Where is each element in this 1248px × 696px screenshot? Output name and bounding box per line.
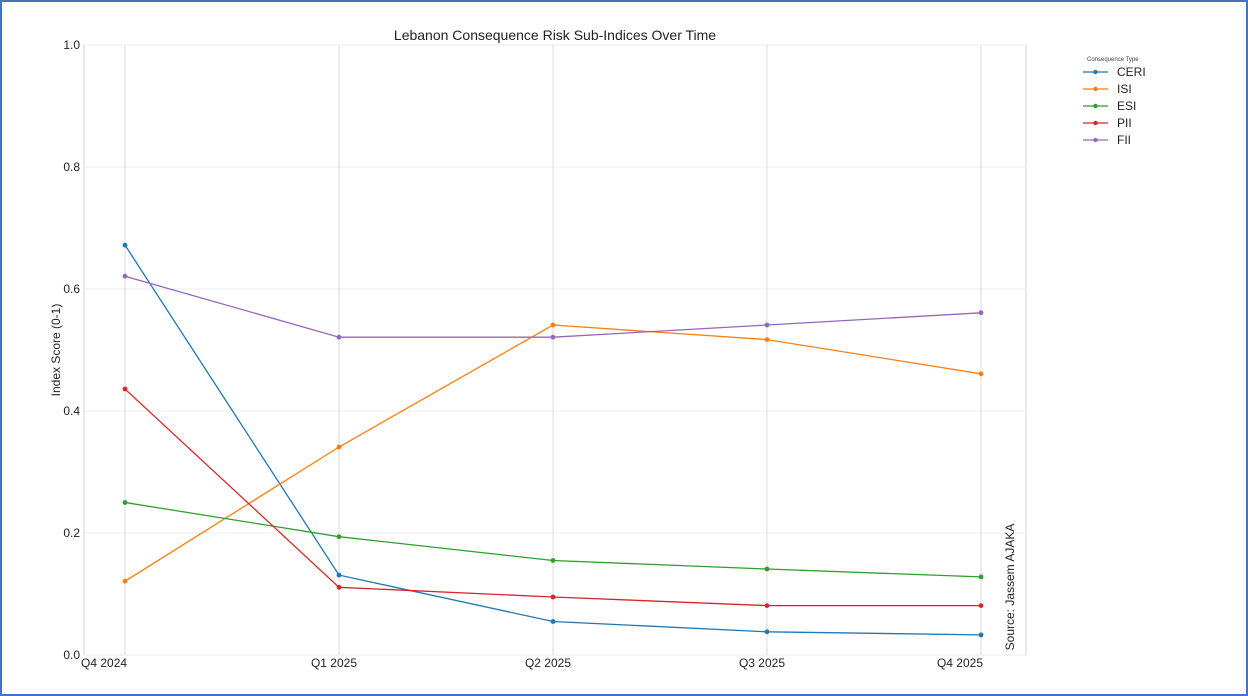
data-point-pii bbox=[550, 594, 556, 600]
data-point-esi bbox=[764, 566, 770, 572]
data-point-pii bbox=[336, 584, 342, 590]
data-point-isi bbox=[978, 371, 984, 377]
data-point-ceri bbox=[122, 242, 128, 248]
legend-marker-esi bbox=[1093, 103, 1098, 109]
legend-marker-ceri bbox=[1093, 69, 1098, 75]
legend-marker-pii bbox=[1093, 120, 1098, 126]
data-point-ceri bbox=[550, 619, 556, 624]
data-point-isi bbox=[122, 578, 128, 584]
y-tick-label: 0.6 bbox=[63, 282, 80, 296]
grid-lines bbox=[84, 44, 1026, 656]
x-tick-label: Q3 2025 bbox=[739, 656, 785, 670]
data-point-pii bbox=[122, 386, 128, 392]
data-point-isi bbox=[550, 322, 556, 328]
source-annotation: Source: Jassem AJAKA bbox=[1003, 524, 1017, 651]
data-point-fii bbox=[550, 334, 556, 340]
legend-label-esi: ESI bbox=[1117, 99, 1136, 113]
y-tick-label: 0.2 bbox=[63, 526, 80, 540]
legend-title: Consequence Type bbox=[1087, 57, 1139, 63]
legend-label-isi: ISI bbox=[1117, 82, 1132, 96]
legend-label-fii: FII bbox=[1117, 133, 1131, 147]
data-point-esi bbox=[122, 500, 128, 505]
data-point-fii bbox=[764, 322, 770, 328]
legend-marker-fii bbox=[1093, 137, 1098, 143]
legend: Consequence Type CERI ISI ESI PII FII bbox=[1083, 57, 1146, 147]
y-tick-label: 1.0 bbox=[63, 38, 80, 52]
data-point-ceri bbox=[978, 632, 984, 638]
x-axis-ticks: Q4 2024 Q1 2025 Q2 2025 Q3 2025 Q4 2025 bbox=[81, 656, 983, 670]
x-tick-label: Q4 2025 bbox=[937, 656, 983, 670]
x-tick-label: Q1 2025 bbox=[311, 656, 357, 670]
y-tick-label: 0.4 bbox=[63, 404, 80, 418]
y-axis-title: Index Score (0-1) bbox=[49, 304, 63, 397]
data-point-isi bbox=[764, 337, 770, 342]
series-lines bbox=[122, 242, 984, 638]
y-tick-label: 0.8 bbox=[63, 160, 80, 174]
data-point-esi bbox=[336, 534, 342, 540]
data-point-fii bbox=[336, 334, 342, 340]
data-point-fii bbox=[978, 310, 984, 316]
data-point-esi bbox=[978, 574, 984, 580]
chart-title: Lebanon Consequence Risk Sub-Indices Ove… bbox=[394, 27, 716, 43]
plot-area bbox=[83, 44, 1027, 656]
y-tick-label: 0.0 bbox=[63, 648, 80, 662]
legend-label-ceri: CERI bbox=[1117, 65, 1146, 79]
x-tick-label: Q4 2024 bbox=[81, 656, 127, 670]
legend-marker-isi bbox=[1093, 86, 1098, 92]
y-axis-ticks: 0.0 0.2 0.4 0.6 0.8 1.0 bbox=[63, 38, 80, 662]
data-point-pii bbox=[978, 603, 984, 608]
data-point-fii bbox=[122, 273, 128, 279]
data-point-esi bbox=[550, 558, 556, 563]
data-point-pii bbox=[764, 603, 770, 608]
x-tick-label: Q2 2025 bbox=[525, 656, 571, 670]
data-point-ceri bbox=[336, 572, 342, 578]
data-point-isi bbox=[336, 444, 342, 450]
legend-label-pii: PII bbox=[1117, 116, 1132, 130]
data-point-ceri bbox=[764, 629, 770, 635]
